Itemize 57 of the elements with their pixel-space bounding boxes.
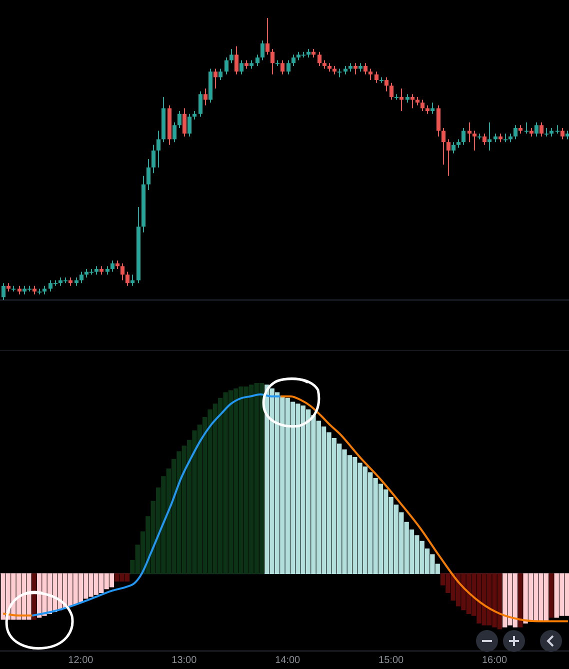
candlestick [462, 127, 466, 146]
candlestick [188, 113, 192, 137]
candlestick [540, 122, 544, 137]
candlestick [120, 262, 124, 281]
candlestick [452, 142, 456, 154]
candlestick [204, 88, 208, 106]
candlestick [110, 260, 114, 272]
candlestick [514, 124, 518, 140]
candlestick [472, 130, 476, 152]
candlestick [354, 62, 358, 75]
candlestick [292, 54, 296, 66]
x-tick-label: 14:00 [275, 654, 301, 666]
candlestick [368, 68, 372, 81]
candlestick [410, 94, 414, 109]
candlestick [230, 48, 234, 64]
candlestick [442, 127, 446, 166]
candlestick [374, 71, 378, 84]
candlestick [198, 90, 202, 118]
candlestick [172, 122, 176, 143]
candlestick [390, 82, 394, 100]
candlestick [482, 133, 486, 146]
candlestick [152, 144, 156, 174]
candlestick [524, 122, 528, 134]
candlestick [240, 60, 244, 75]
candlestick [146, 158, 150, 191]
x-tick-label: 16:00 [482, 654, 508, 666]
candlestick [156, 130, 160, 168]
candlestick [260, 40, 264, 61]
x-tick-label: 12:00 [68, 654, 94, 666]
candlestick [214, 68, 218, 89]
candlestick [178, 110, 182, 128]
candlestick [384, 76, 388, 92]
candlestick [446, 138, 450, 176]
candlestick [256, 54, 260, 66]
candlestick [364, 62, 368, 75]
bar [549, 573, 554, 618]
candlestick [270, 48, 274, 75]
x-tick-label: 13:00 [172, 654, 198, 666]
candlestick [266, 18, 270, 56]
candlestick [420, 99, 424, 112]
candlestick [318, 51, 322, 66]
candlestick [430, 102, 434, 114]
candlestick [286, 60, 290, 75]
bar [518, 573, 523, 628]
candlestick [2, 282, 6, 300]
x-tick-label: 15:00 [378, 654, 404, 666]
candlestick [218, 68, 222, 81]
candlestick [534, 122, 538, 137]
candlestick [400, 88, 404, 112]
candlestick [560, 127, 564, 140]
candlestick [182, 108, 186, 137]
candlestick [80, 271, 84, 284]
candlestick [126, 271, 130, 286]
candlestick [436, 104, 440, 137]
candlestick [224, 56, 228, 75]
candlestick [280, 60, 284, 75]
candlestick [234, 46, 238, 75]
